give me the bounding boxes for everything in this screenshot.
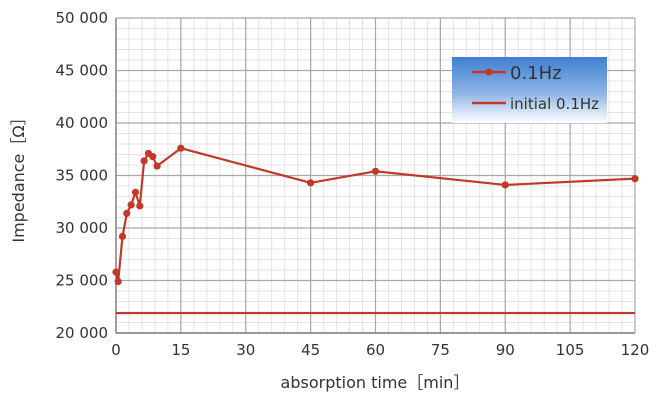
- x-tick-label-5: 75: [431, 341, 450, 359]
- legend-background: [452, 57, 607, 123]
- series-line-0: [114, 147, 636, 283]
- y-tick-label-6: 50 000: [56, 9, 109, 27]
- data-point-0-1: [114, 277, 122, 286]
- data-point-0-7: [140, 157, 148, 165]
- data-point-0-5: [131, 188, 140, 196]
- x-tick-label-8: 120: [621, 341, 650, 359]
- data-point-0-2: [118, 232, 127, 240]
- data-point-0-11: [177, 144, 185, 152]
- data-point-0-6: [136, 202, 144, 210]
- legend-label-series-0: 0.1Hz: [510, 63, 562, 84]
- y-tick-label-3: 35 000: [56, 167, 109, 185]
- data-point-0-3: [123, 209, 131, 217]
- data-point-0-13: [371, 167, 380, 175]
- y-tick-label-5: 45 000: [56, 62, 109, 80]
- data-point-0-4: [127, 201, 135, 209]
- x-tick-label-7: 105: [556, 341, 585, 359]
- data-point-0-12: [307, 179, 315, 187]
- x-axis-title: absorption time［min］: [281, 373, 470, 392]
- x-tick-label-6: 90: [496, 341, 515, 359]
- data-point-0-10: [153, 162, 161, 170]
- y-tick-label-2: 30 000: [56, 219, 109, 237]
- y-tick-label-0: 20 000: [56, 324, 109, 342]
- data-point-0-0: [112, 268, 120, 276]
- y-tick-label-4: 40 000: [56, 114, 109, 132]
- legend-swatch-marker-series-0: [485, 68, 493, 76]
- legend: 0.1Hz initial 0.1Hz: [452, 57, 607, 123]
- x-tick-label-0: 0: [111, 341, 121, 359]
- x-tick-label-1: 15: [171, 341, 190, 359]
- x-tick-label-3: 45: [301, 341, 320, 359]
- series-layer: [112, 144, 639, 315]
- y-tick-labels: 20 000 25 000 30 000 35 000 40 000 45 000 50 0…: [56, 9, 109, 342]
- x-tick-label-4: 60: [366, 341, 385, 359]
- y-tick-label-1: 25 000: [56, 272, 109, 290]
- legend-label-series-1: initial 0.1Hz: [510, 95, 599, 113]
- data-point-0-15: [631, 175, 639, 183]
- data-point-0-14: [501, 181, 509, 189]
- x-tick-label-2: 30: [236, 341, 255, 359]
- data-point-0-9: [149, 153, 157, 161]
- y-axis-title: Impedance［Ω］: [9, 109, 28, 242]
- x-tick-labels: 0 15 30 45 60 75 90 105 120: [111, 341, 649, 359]
